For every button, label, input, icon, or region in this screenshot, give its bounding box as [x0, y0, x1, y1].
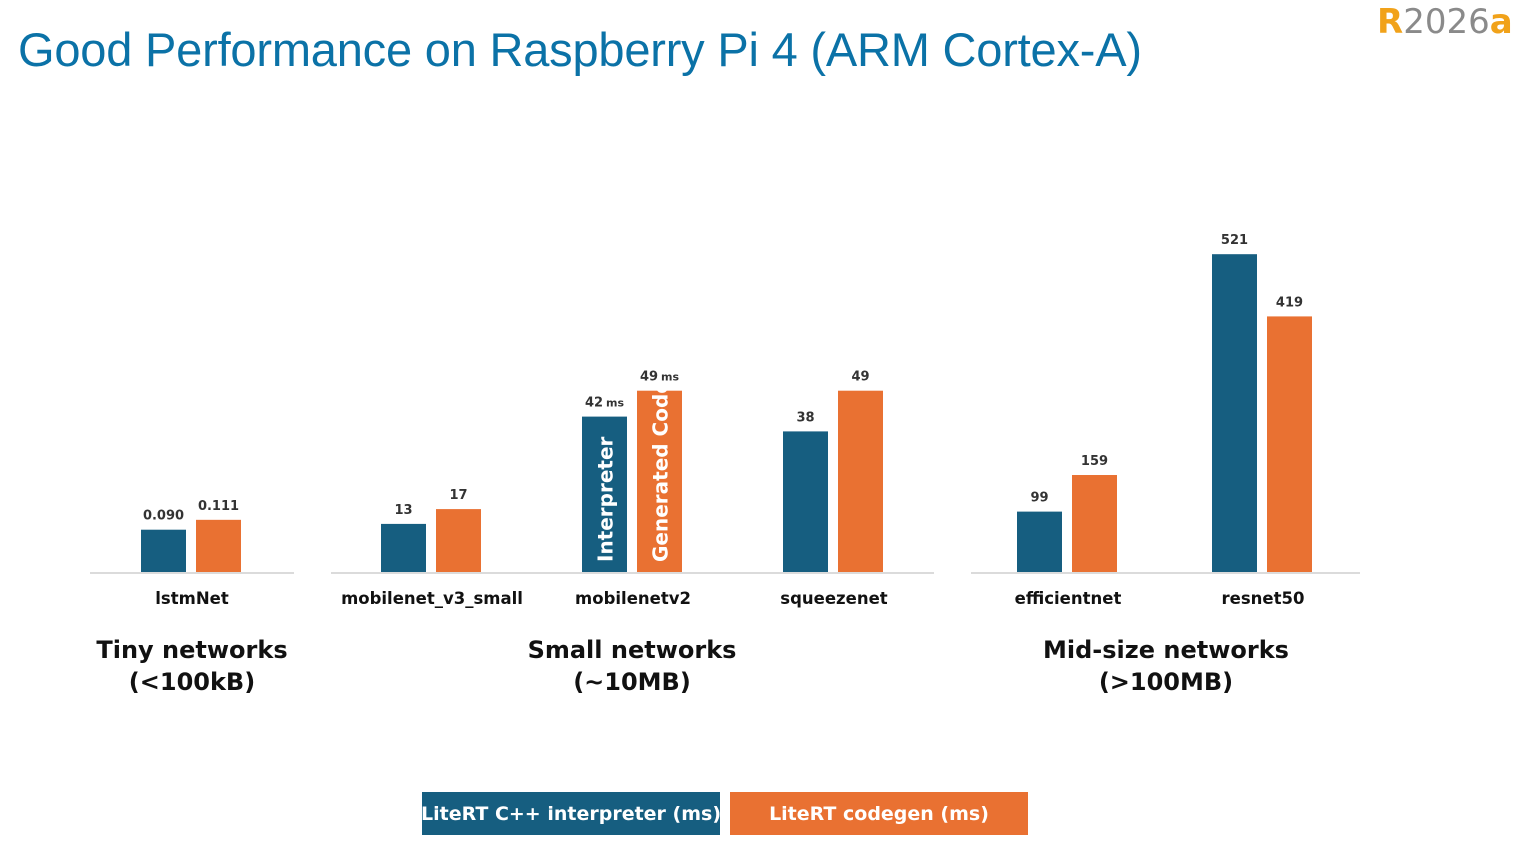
bar-lstmNet-interpreter [141, 529, 186, 572]
bar-mobilenetv2-interpreter [582, 416, 627, 572]
bar-mobilenetv2-codegen [637, 390, 682, 572]
group-sub-mid: (>100MB) [1098, 668, 1234, 696]
group-sub-tiny: (<100kB) [128, 668, 256, 696]
group-label-mid: Mid-size networks (>100MB) [1016, 634, 1316, 698]
data-label-efficientnet-interpreter: 99 [1030, 491, 1048, 506]
group-sub-small: (~10MB) [573, 668, 691, 696]
bar-efficientnet-interpreter [1017, 511, 1062, 572]
category-label-mobilenet_v3_small: mobilenet_v3_small [341, 589, 523, 608]
release-logo: R2026a [1377, 2, 1513, 42]
data-label-mobilenetv2-interpreter: 42 ms [585, 396, 625, 411]
data-label-lstmNet-interpreter: 0.090 [143, 509, 184, 524]
category-label-mobilenetv2: mobilenetv2 [575, 589, 691, 608]
group-name-mid: Mid-size networks [1043, 636, 1289, 664]
legend-item-interpreter: LiteRT C++ interpreter (ms) [421, 792, 721, 835]
group-name-small: Small networks [527, 636, 737, 664]
bar-resnet50-codegen [1267, 316, 1312, 572]
bar-mobilenet_v3_small-interpreter [381, 523, 426, 572]
bar-lstmNet-codegen [196, 519, 241, 572]
category-label-squeezenet: squeezenet [780, 589, 887, 608]
page-title: Good Performance on Raspberry Pi 4 (ARM … [18, 23, 1142, 76]
data-label-squeezenet-interpreter: 38 [796, 410, 814, 425]
data-label-efficientnet-codegen: 159 [1081, 454, 1108, 469]
category-label-resnet50: resnet50 [1222, 589, 1305, 608]
bar-annotation-generated-code: Generated Code [649, 380, 673, 562]
group-name-tiny: Tiny networks [96, 636, 288, 664]
bar-annotation-interpreter: Interpreter [594, 436, 618, 562]
group-label-small: Small networks (~10MB) [482, 634, 782, 698]
data-label-resnet50-interpreter: 521 [1221, 233, 1248, 248]
bar-squeezenet-codegen [838, 390, 883, 572]
logo-suffix: a [1489, 2, 1513, 42]
unit-suffix: ms [606, 397, 624, 410]
data-label-lstmNet-codegen: 0.111 [198, 499, 239, 514]
data-label-mobilenet_v3_small-codegen: 17 [449, 488, 467, 503]
category-label-efficientnet: efficientnet [1015, 589, 1122, 608]
data-label-squeezenet-codegen: 49 [851, 370, 869, 385]
unit-suffix: ms [661, 371, 679, 384]
group-label-tiny: Tiny networks (<100kB) [92, 634, 292, 698]
bar-efficientnet-codegen [1072, 475, 1117, 572]
bar-squeezenet-interpreter [783, 431, 828, 572]
legend-item-codegen: LiteRT codegen (ms) [730, 792, 1028, 835]
bar-resnet50-interpreter [1212, 254, 1257, 572]
bar-mobilenet_v3_small-codegen [436, 509, 481, 572]
logo-letter: R [1377, 2, 1404, 42]
data-label-resnet50-codegen: 419 [1276, 295, 1303, 310]
category-label-lstmNet: lstmNet [155, 589, 229, 608]
logo-year: 2026 [1403, 2, 1490, 42]
data-label-mobilenet_v3_small-interpreter: 13 [394, 503, 412, 518]
